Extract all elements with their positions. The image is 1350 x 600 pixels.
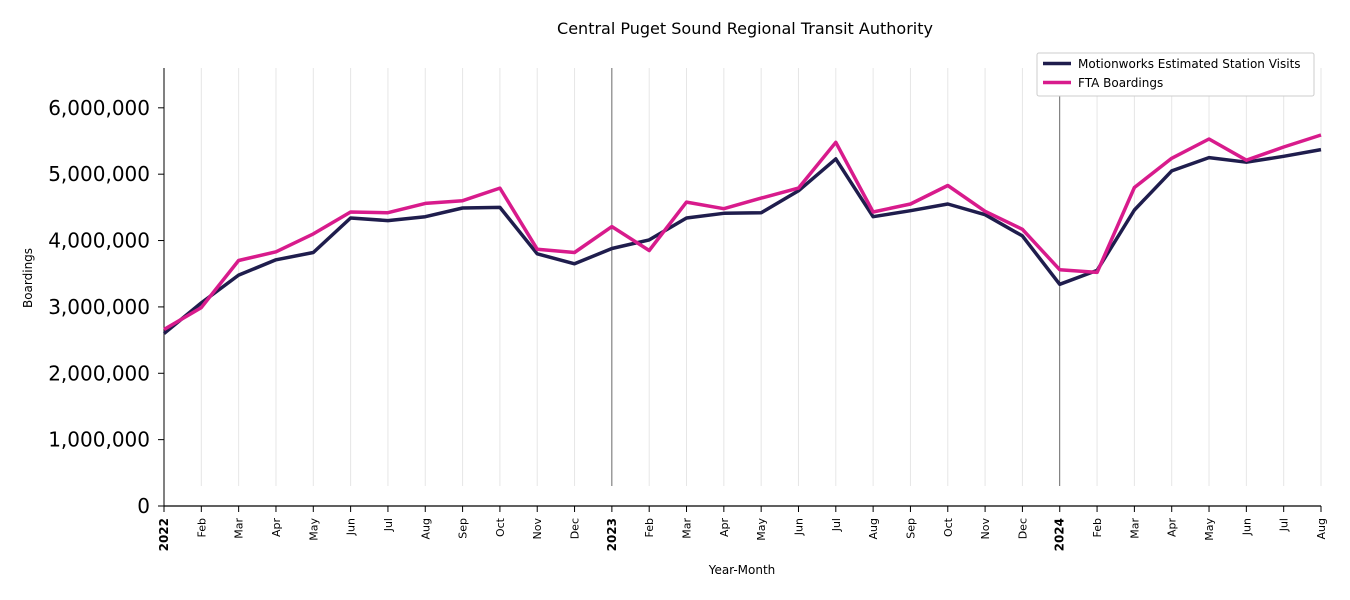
x-tick-label: Jun bbox=[345, 518, 358, 536]
x-tick-label: Jul bbox=[830, 518, 843, 532]
x-tick-label: Jun bbox=[792, 518, 805, 536]
x-tick-label: Jul bbox=[382, 518, 395, 532]
x-tick-label: Mar bbox=[681, 518, 694, 539]
x-tick-label: Feb bbox=[1091, 518, 1104, 537]
x-tick-label: May bbox=[1203, 518, 1216, 541]
x-tick-label: Sep bbox=[457, 518, 470, 539]
y-tick-label: 2,000,000 bbox=[48, 361, 150, 385]
x-tick-label: 2024 bbox=[1053, 518, 1067, 551]
x-tick-label: Oct bbox=[942, 517, 955, 537]
x-tick-label: 2022 bbox=[157, 518, 171, 551]
x-tick-label: Feb bbox=[643, 518, 656, 537]
legend: Motionworks Estimated Station Visits FTA… bbox=[1036, 52, 1315, 97]
x-tick-label: Nov bbox=[531, 518, 544, 540]
series-lines bbox=[162, 133, 1322, 335]
series-line-fta bbox=[163, 133, 1322, 332]
x-tick-label: Dec bbox=[1016, 518, 1029, 539]
x-tick-label: 2023 bbox=[605, 518, 619, 551]
y-tick-label: 1,000,000 bbox=[48, 428, 150, 452]
x-tick-label: Dec bbox=[569, 518, 582, 539]
x-tick-label: Nov bbox=[979, 518, 992, 540]
gridlines bbox=[200, 68, 1322, 486]
x-tick-label: Feb bbox=[195, 518, 208, 537]
y-tick-label: 4,000,000 bbox=[48, 229, 150, 253]
y-tick-label: 6,000,000 bbox=[48, 96, 150, 120]
x-tick-label: Mar bbox=[1128, 518, 1141, 539]
y-tick-label: 0 bbox=[137, 494, 150, 518]
x-tick-label: Aug bbox=[1315, 518, 1328, 539]
x-tick-label: Oct bbox=[494, 517, 507, 537]
x-tick-label: Sep bbox=[904, 518, 917, 539]
y-tick-label: 5,000,000 bbox=[48, 162, 150, 186]
legend-box bbox=[1036, 52, 1315, 97]
x-tick-label: Aug bbox=[419, 518, 432, 539]
x-tick-label: Jun bbox=[1240, 518, 1253, 536]
legend-label-fta: FTA Boardings bbox=[1078, 76, 1163, 90]
x-tick-label: Jul bbox=[1278, 518, 1291, 532]
x-tick-label: Aug bbox=[867, 518, 880, 539]
chart-title: Central Puget Sound Regional Transit Aut… bbox=[557, 19, 933, 38]
x-axis-label: Year-Month bbox=[708, 563, 776, 577]
x-tick-label: Apr bbox=[718, 518, 731, 538]
y-axis-label: Boardings bbox=[21, 248, 35, 308]
series-line-motionworks bbox=[162, 147, 1322, 335]
x-tick-label: May bbox=[307, 518, 320, 541]
y-tick-label: 3,000,000 bbox=[48, 295, 150, 319]
y-axis-ticks: 0 1,000,000 2,000,000 3,000,000 4,000,000 5,0… bbox=[48, 96, 164, 518]
x-tick-label: Apr bbox=[270, 518, 283, 538]
x-axis-ticks: 2022 Feb Mar Apr May Jun Jul Aug Sep Oct Nov Dec 202… bbox=[157, 506, 1328, 551]
x-tick-label: Apr bbox=[1166, 518, 1179, 538]
x-tick-label: Mar bbox=[233, 518, 246, 539]
year-separator-lines bbox=[163, 68, 1061, 486]
x-tick-label: May bbox=[755, 518, 768, 541]
legend-label-motionworks: Motionworks Estimated Station Visits bbox=[1078, 57, 1301, 71]
